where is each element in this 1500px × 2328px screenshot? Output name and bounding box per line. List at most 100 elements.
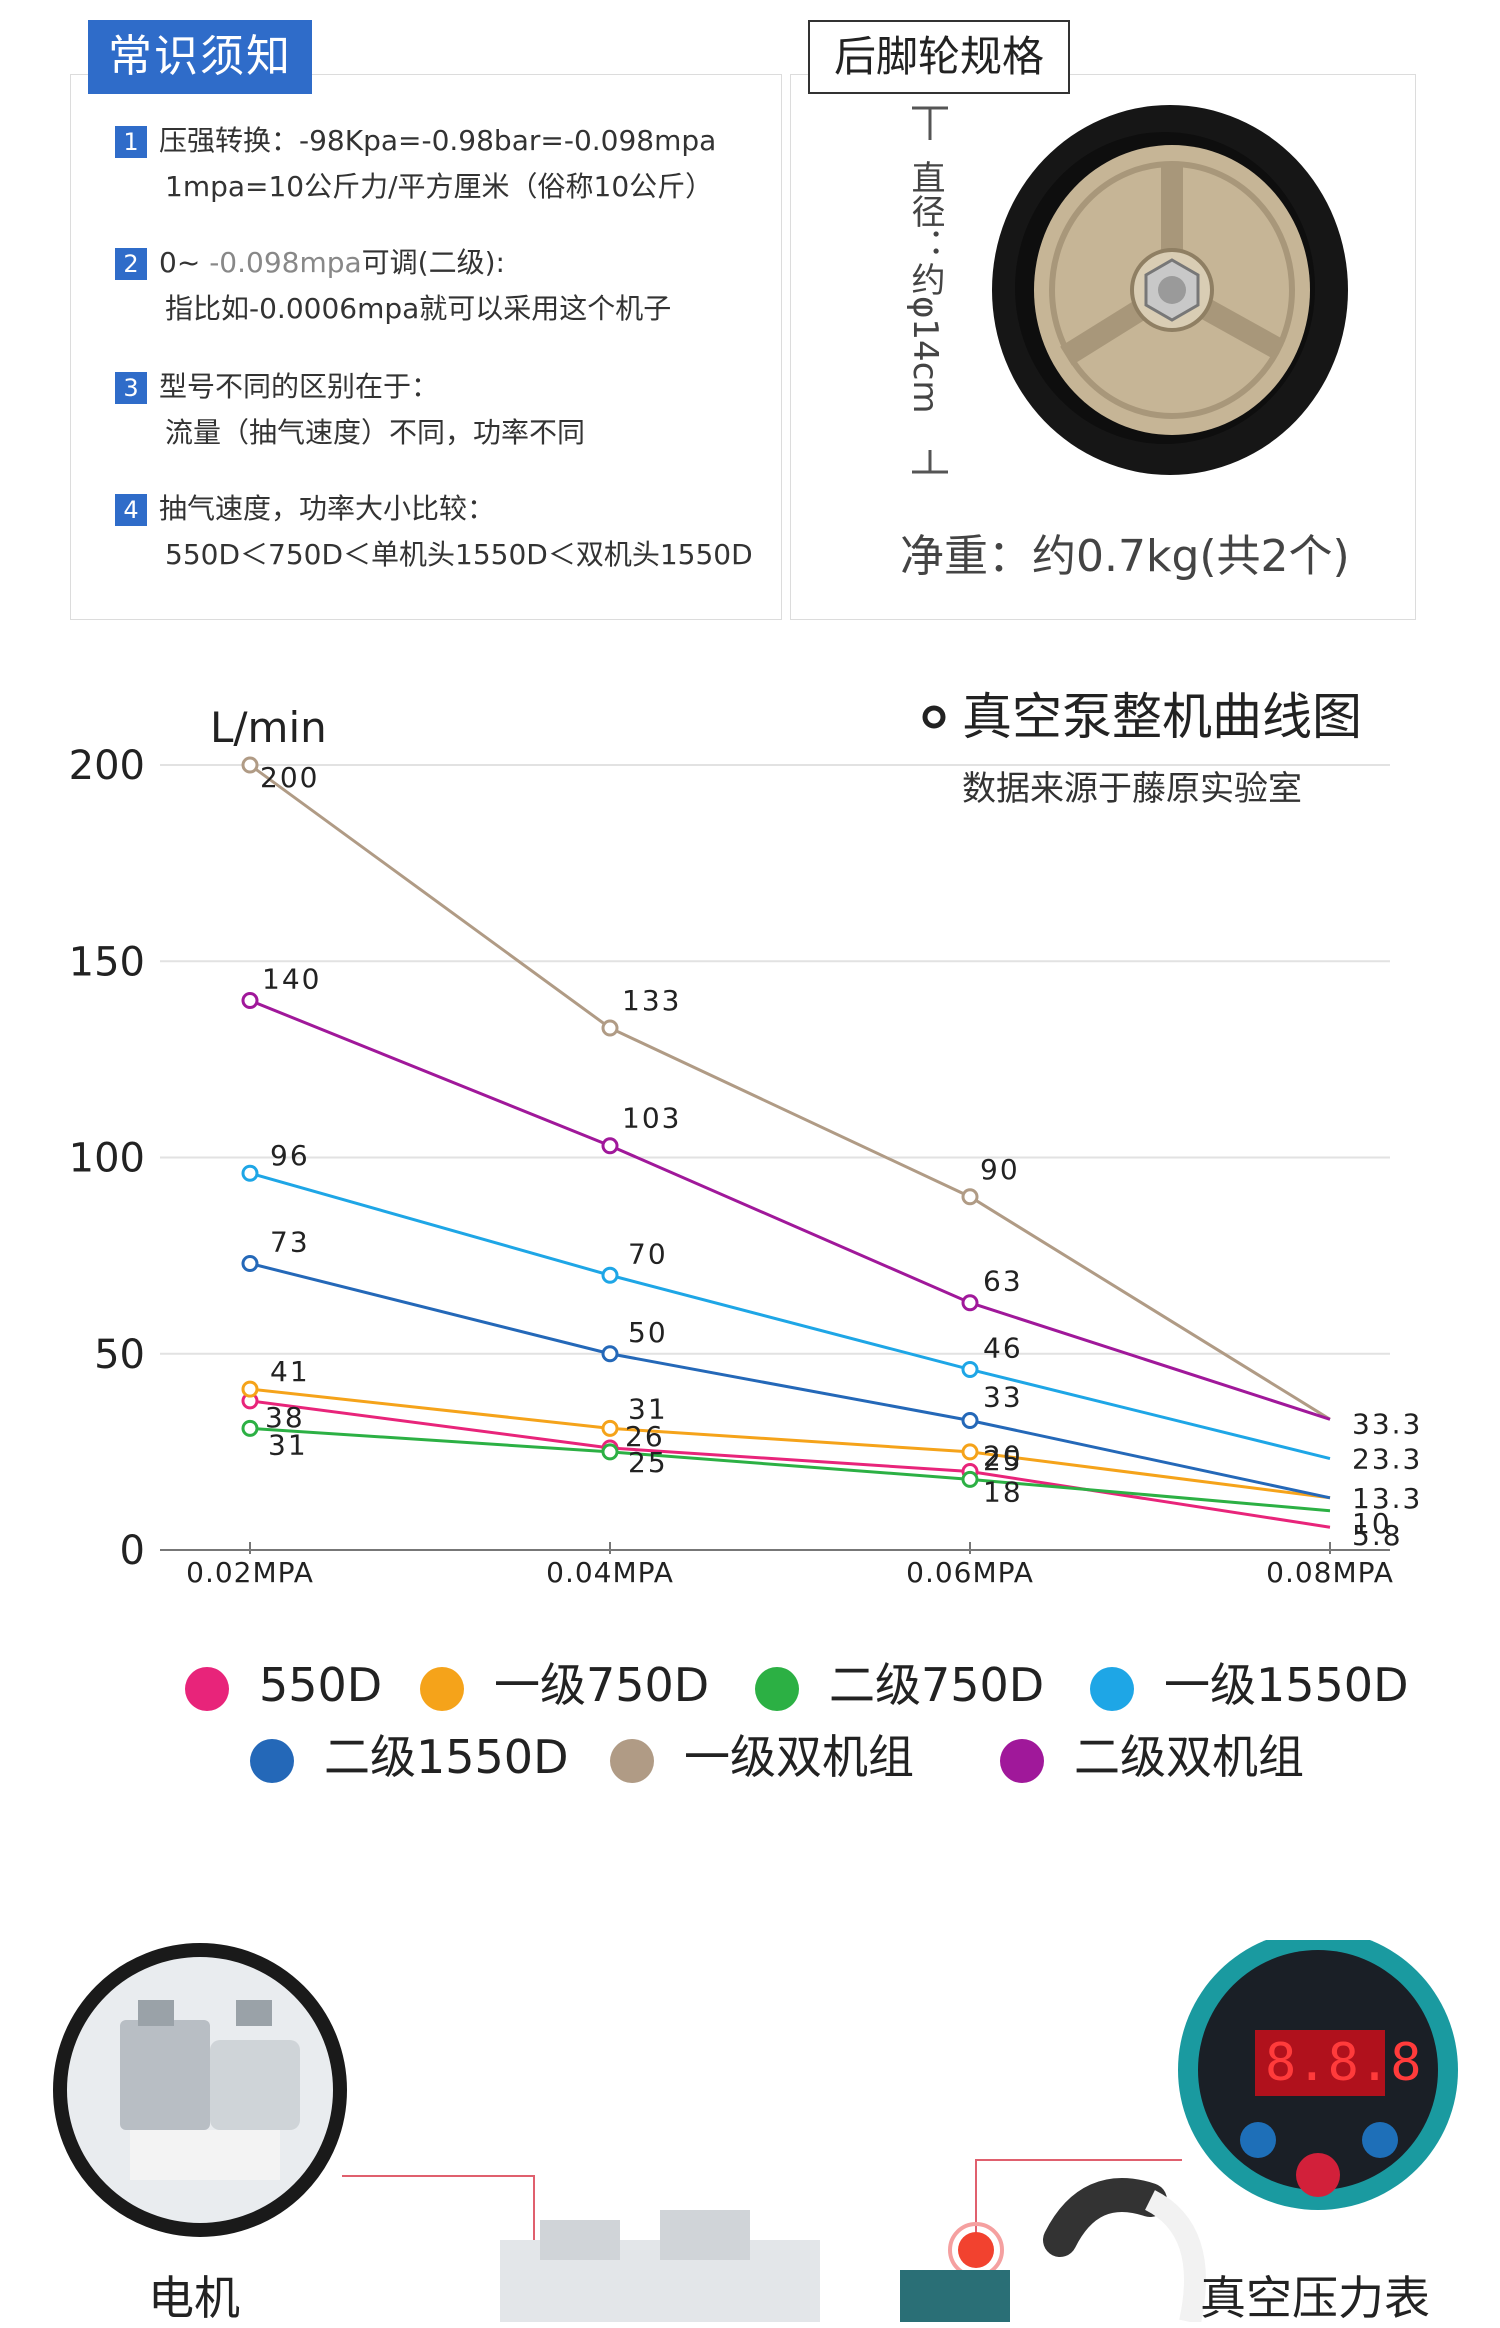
note-line: 550D＜750D＜单机头1550D＜双机头1550D [165, 538, 753, 571]
x-tick-label: 0.02MPA [186, 1556, 314, 1589]
note-number: 3 [115, 372, 147, 404]
legend-label: 二级750D [829, 1658, 1045, 1712]
legend-swatch [1090, 1666, 1134, 1711]
legend-label: 二级双机组 [1074, 1730, 1304, 1784]
note-number: 2 [115, 248, 147, 280]
legend-swatch [755, 1666, 799, 1711]
gauge-label: 真空压力表 [1200, 2271, 1430, 2325]
data-label: 63 [983, 1265, 1023, 1298]
x-tick-label: 0.08MPA [1266, 1556, 1394, 1589]
chart-title: 真空泵整机曲线图 [962, 688, 1362, 746]
data-point [961, 1443, 979, 1461]
data-label: 23.3 [1352, 1443, 1422, 1476]
series-line [249, 1399, 1331, 1529]
data-point [961, 1411, 979, 1429]
data-label: 73 [270, 1225, 310, 1258]
notes-panel [70, 74, 782, 620]
wheel-tab: 后脚轮规格 [808, 20, 1070, 94]
data-point [961, 1294, 979, 1312]
chart-series [241, 756, 1331, 1529]
data-label: 96 [270, 1139, 310, 1172]
legend-item-dual-1: 一级双机组 [610, 1727, 914, 1787]
data-label: 31 [628, 1392, 668, 1425]
y-tick-label: 0 [120, 1528, 145, 1574]
note-line: 型号不同的区别在于： [159, 370, 440, 403]
x-tick-label: 0.06MPA [906, 1556, 1034, 1589]
legend-swatch [250, 1738, 294, 1783]
data-point [241, 1254, 259, 1272]
series-line [249, 999, 1331, 1421]
data-label: 90 [980, 1153, 1020, 1186]
y-tick-label: 150 [69, 939, 145, 985]
data-label: 13.3 [1352, 1482, 1422, 1515]
legend-swatch [1000, 1738, 1044, 1783]
note-4: 4 抽气速度，功率大小比较： 550D＜750D＜单机头1550D＜双机头1550… [115, 486, 753, 578]
note-line: 1mpa=10公斤力/平方厘米（俗称10公斤） [165, 170, 714, 203]
data-label: 140 [262, 963, 321, 996]
data-label: 26 [625, 1420, 665, 1453]
series-line [249, 1171, 1331, 1461]
data-label: 50 [628, 1316, 668, 1349]
data-label: 46 [983, 1331, 1023, 1364]
y-tick-label: 200 [69, 743, 145, 789]
data-point [241, 992, 259, 1009]
note-line: 压强转换：-98Kpa=-0.98bar=-0.098mpa [159, 124, 717, 157]
data-point [961, 1360, 979, 1378]
series-line [249, 1387, 1331, 1500]
data-label: 41 [270, 1355, 310, 1388]
notes-tab: 常识须知 [88, 20, 312, 94]
data-label: 25 [983, 1444, 1023, 1477]
note-line-highlight: -0.098mpa [209, 246, 362, 279]
data-point [241, 1419, 259, 1437]
note-line: 0~ [159, 246, 210, 279]
data-label: 25 [628, 1446, 668, 1479]
wheel-icon [992, 105, 1348, 475]
legend-swatch [610, 1738, 654, 1783]
legend-item-550d: 550D [185, 1655, 382, 1715]
data-label: 5.8 [1352, 1519, 1403, 1552]
data-point [601, 1137, 619, 1155]
x-tick-label: 0.04MPA [546, 1556, 674, 1589]
legend-label: 二级1550D [324, 1730, 569, 1784]
chart-axes: 0 50 100 150 200 0.02MPA 0.04MPA 0.06MPA 0.08MPA [69, 743, 1394, 1589]
motor-label: 电机 [148, 2271, 240, 2325]
note-number: 4 [115, 494, 147, 526]
note-line: 抽气速度，功率大小比较： [159, 492, 496, 525]
data-label: 33.3 [1352, 1407, 1422, 1440]
legend-label: 一级1550D [1164, 1658, 1409, 1712]
data-point [601, 1345, 619, 1363]
note-1: 1 压强转换：-98Kpa=-0.98bar=-0.098mpa 1mpa=10公… [115, 118, 716, 210]
gauge-marker-icon [958, 2232, 994, 2268]
legend-item-750d-2: 二级750D [755, 1655, 1044, 1715]
note-2: 2 0~ -0.098mpa可调(二级): 指比如-0.0006mpa就可以采用这… [115, 240, 671, 332]
data-label: 70 [628, 1237, 668, 1270]
series-line [249, 1262, 1331, 1500]
legend-item-750d-1: 一级750D [420, 1655, 709, 1715]
data-label: 20 [983, 1440, 1023, 1473]
data-label: 18 [983, 1475, 1023, 1508]
data-point [241, 756, 259, 774]
y-axis-label: L/min [210, 703, 327, 752]
data-label: 103 [622, 1102, 681, 1135]
chart-grid [160, 764, 1390, 1355]
data-label: 38 [265, 1401, 305, 1434]
data-point [601, 1019, 619, 1037]
vacuum-pump-curve-chart: 0 50 100 150 200 0.02MPA 0.04MPA 0.06MPA 0.08MPA… [69, 688, 1422, 1589]
data-point [601, 1443, 619, 1461]
data-point [601, 1266, 619, 1284]
product-illustration: 8.8.8 [53, 1940, 1458, 2322]
title-bullet-icon [922, 705, 946, 729]
data-label: 33 [983, 1380, 1023, 1413]
data-label: 10 [1352, 1507, 1392, 1540]
data-point [961, 1470, 979, 1488]
legend-item-dual-2: 二级双机组 [1000, 1727, 1304, 1787]
note-line: 可调(二级): [361, 246, 505, 279]
data-label: 31 [268, 1428, 308, 1461]
note-3: 3 型号不同的区别在于： 流量（抽气速度）不同，功率不同 [115, 364, 585, 456]
diameter-label: 直径：约φ14cm [905, 160, 945, 414]
legend-swatch [420, 1666, 464, 1711]
data-point [241, 1380, 259, 1398]
y-tick-label: 100 [69, 1136, 145, 1182]
data-point [961, 1188, 979, 1206]
chart-data-labels: 3826205.841312513.33125181096704623.3735… [260, 761, 1422, 1552]
